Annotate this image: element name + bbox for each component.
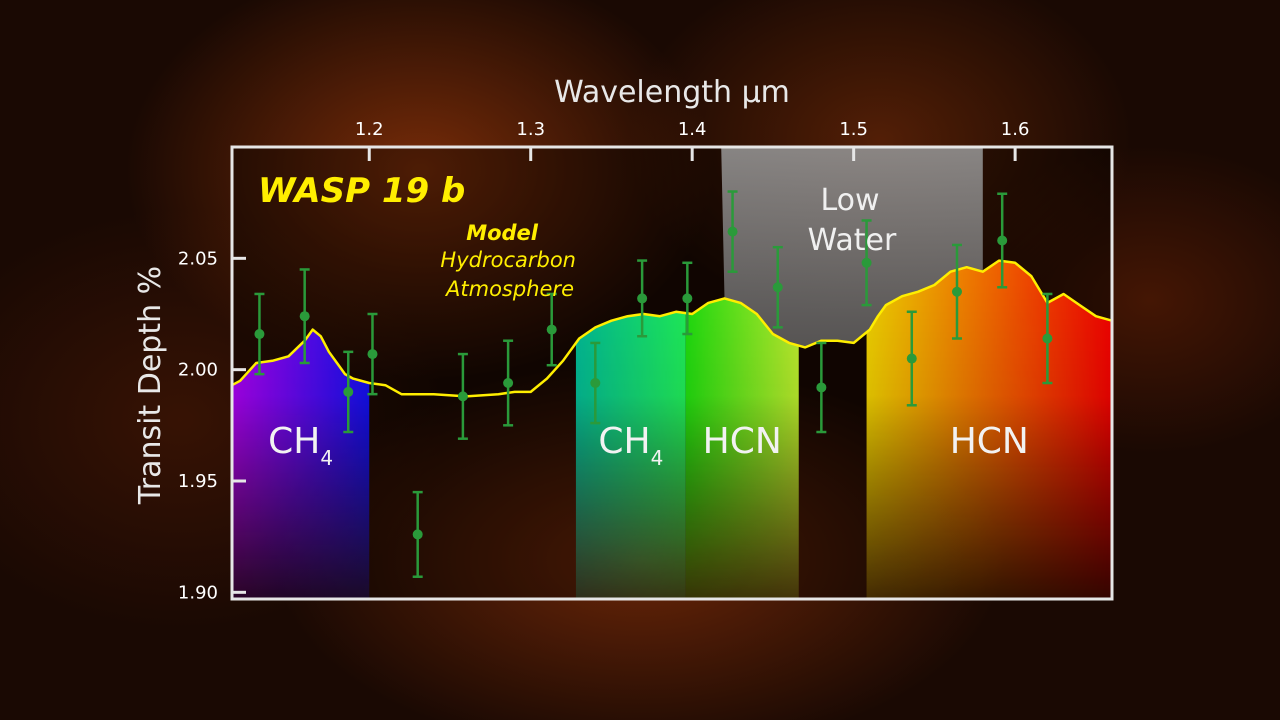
data-point <box>772 245 783 329</box>
y-tick-label: 1.90 <box>178 582 218 603</box>
low-water-label-line1: Low <box>820 183 879 218</box>
data-point <box>503 339 514 427</box>
model-label-line2: Atmosphere <box>444 277 574 301</box>
low-water-shade <box>721 147 983 348</box>
data-point <box>546 292 557 367</box>
model-label-line1: Hydrocarbon <box>440 248 576 272</box>
data-point <box>343 350 354 434</box>
x-tick-label: 1.5 <box>839 119 868 140</box>
data-point <box>682 261 693 336</box>
measured-points <box>254 190 1053 578</box>
plot-frame <box>230 145 1114 601</box>
chart-title: WASP 19 b <box>258 171 465 211</box>
data-point <box>457 352 468 440</box>
y-axis-ticks: 1.90 1.95 2.00 2.05 <box>178 248 246 603</box>
data-point <box>906 310 917 407</box>
data-point <box>590 341 601 425</box>
x-axis-title: Wavelength μm <box>554 75 790 110</box>
x-tick-label: 1.6 <box>1001 119 1030 140</box>
x-axis-ticks: 1.2 1.3 1.4 1.5 1.6 <box>355 119 1030 161</box>
model-curve-layer <box>231 259 1113 398</box>
model-label-title: Model <box>466 221 539 245</box>
band-labels: CH4 CH4 HCN HCN <box>268 421 1029 470</box>
data-point <box>861 219 872 307</box>
data-point <box>816 341 827 434</box>
data-point <box>727 190 738 273</box>
data-point <box>412 490 423 578</box>
data-point <box>254 292 265 376</box>
x-tick-label: 1.4 <box>678 119 707 140</box>
model-line <box>231 259 1113 398</box>
x-tick-label: 1.3 <box>516 119 545 140</box>
data-point <box>997 192 1008 289</box>
data-point <box>367 312 378 396</box>
y-tick-label: 2.00 <box>178 360 218 381</box>
absorption-band <box>866 260 1112 599</box>
band-label: HCN <box>950 421 1029 462</box>
data-point <box>299 268 310 365</box>
data-point <box>1042 292 1053 385</box>
y-tick-label: 2.05 <box>178 248 218 269</box>
y-tick-label: 1.95 <box>178 471 218 492</box>
data-point <box>951 243 962 340</box>
band-label: HCN <box>703 421 782 462</box>
data-point <box>637 259 648 338</box>
low-water-region <box>721 147 983 348</box>
y-axis-title: Transit Depth % <box>133 266 168 505</box>
x-tick-label: 1.2 <box>355 119 384 140</box>
low-water-label-line2: Water <box>808 223 897 258</box>
